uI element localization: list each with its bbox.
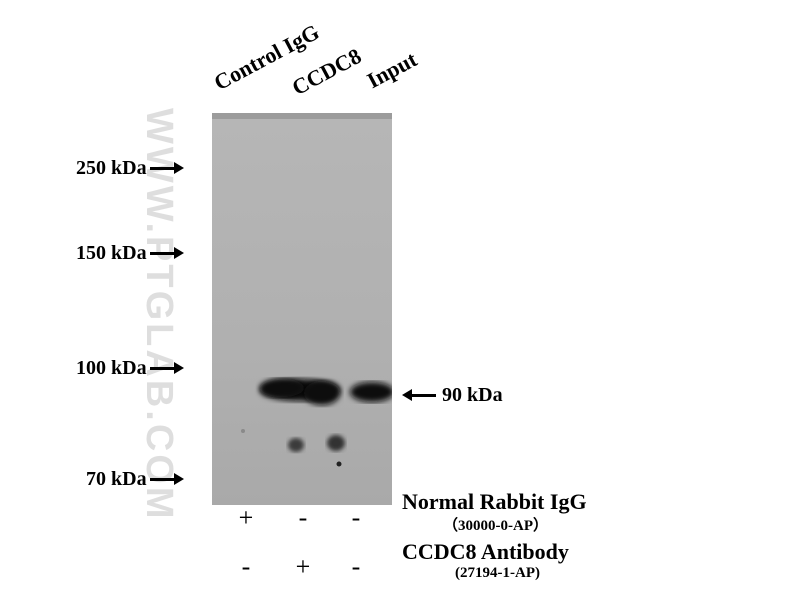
western-blot-image bbox=[212, 113, 392, 505]
marker-250: 250 kDa bbox=[76, 157, 184, 180]
marker-150: 150 kDa bbox=[76, 242, 184, 265]
sign-ccdc8-lane2: + bbox=[295, 552, 311, 581]
legend-catalog-30000: （30000-0-AP） bbox=[443, 518, 548, 534]
arrow-right-icon bbox=[149, 162, 184, 174]
lane-label-input: Input bbox=[362, 46, 421, 94]
sign-igg-lane2: - bbox=[298, 503, 308, 532]
sign-igg-lane3: - bbox=[351, 503, 361, 532]
marker-70: 70 kDa bbox=[86, 468, 184, 491]
sign-igg-lane1: + bbox=[238, 503, 254, 532]
marker-label-70: 70 kDa bbox=[86, 468, 147, 490]
legend-catalog-27194: (27194-1-AP) bbox=[455, 565, 540, 581]
band-annotation: 90 kDa bbox=[402, 384, 503, 407]
arrow-right-icon bbox=[149, 362, 184, 374]
legend-normal-rabbit-igg: Normal Rabbit IgG bbox=[402, 489, 587, 514]
marker-label-100: 100 kDa bbox=[76, 357, 147, 379]
spot-lower-1 bbox=[288, 438, 304, 452]
blot-background bbox=[212, 113, 392, 505]
band-size-label: 90 kDa bbox=[442, 384, 503, 406]
band-input-lane bbox=[350, 382, 392, 402]
marker-label-250: 250 kDa bbox=[76, 157, 147, 179]
sign-ccdc8-lane3: - bbox=[351, 552, 361, 581]
arrow-right-icon bbox=[149, 473, 184, 485]
marker-100: 100 kDa bbox=[76, 357, 184, 380]
legend-ccdc8-antibody: CCDC8 Antibody bbox=[402, 539, 569, 564]
arrow-right-icon bbox=[149, 247, 184, 259]
spot-lower-2 bbox=[327, 435, 345, 451]
arrow-left-icon bbox=[402, 389, 436, 401]
marker-label-150: 150 kDa bbox=[76, 242, 147, 264]
sign-ccdc8-lane1: - bbox=[241, 552, 251, 581]
